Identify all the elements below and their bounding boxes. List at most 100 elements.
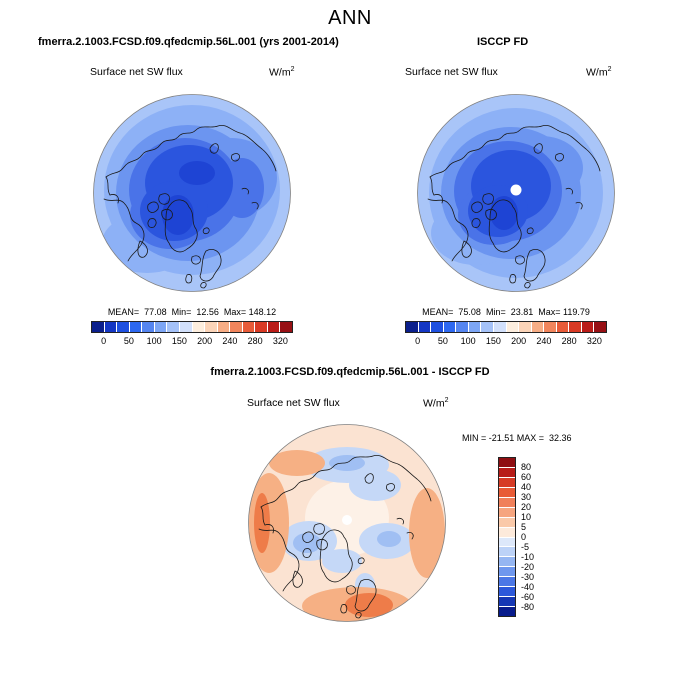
- colorbar-tick-label: 50: [437, 336, 448, 346]
- colorbar-segment: [179, 322, 193, 332]
- diff-field-label: Surface net SW flux: [247, 397, 340, 409]
- figure-title: ANN: [328, 7, 372, 29]
- obs-units-base: W/m: [586, 66, 608, 79]
- colorbar-segment: [506, 322, 520, 332]
- colorbar-segment: [519, 322, 532, 332]
- obs-stats: MEAN= 75.08 Min= 23.81 Max= 119.79: [422, 307, 590, 317]
- colorbar-segment: [499, 587, 515, 598]
- colorbar-segment: [443, 322, 457, 332]
- colorbar-segment: [556, 322, 570, 332]
- obs-units-exp: 2: [607, 66, 612, 73]
- colorbar-segment: [154, 322, 168, 332]
- colorbar-segment: [499, 537, 515, 548]
- colorbar-segment: [129, 322, 143, 332]
- model-field-label: Surface net SW flux: [90, 66, 183, 78]
- pole-data-hole: [342, 515, 352, 525]
- obs-panel-title: ISCCP FD: [477, 36, 529, 48]
- colorbar-tick-label: 320: [272, 336, 288, 346]
- colorbar-tick-label: 320: [586, 336, 602, 346]
- model-panel-title: fmerra.2.1003.FCSD.f09.qfedcmip.56L.001 …: [38, 36, 339, 48]
- coastlines: [103, 124, 277, 289]
- obs-colorbar: 0 50 100 150 200 240 280 320: [405, 321, 607, 346]
- colorbar-segment: [456, 322, 469, 332]
- colorbar-segment: [499, 517, 515, 528]
- colorbar-segment: [499, 547, 515, 558]
- colorbar-segment: [431, 322, 444, 332]
- colorbar-tick-label: 0: [521, 532, 527, 542]
- colorbar-tick-label: 100: [146, 336, 162, 346]
- colorbar-segment: [499, 557, 515, 568]
- colorbar-segment: [594, 322, 606, 332]
- colorbar-tick-label: 240: [222, 336, 238, 346]
- colorbar-segment: [230, 322, 243, 332]
- colorbar-tick-label: 10: [521, 512, 532, 522]
- colorbar-segment: [499, 607, 515, 616]
- colorbar-segment: [104, 322, 118, 332]
- obs-units-label: W/m2: [586, 66, 611, 79]
- colorbar-segment: [569, 322, 582, 332]
- colorbar-tick-label: 150: [485, 336, 501, 346]
- colorbar-segment: [499, 487, 515, 498]
- colorbar-segment: [544, 322, 557, 332]
- colorbar-segment: [92, 322, 105, 332]
- colorbar-tick-label: 0: [101, 336, 107, 346]
- obs-polar-map: [417, 94, 615, 292]
- colorbar-tick-label: 50: [123, 336, 134, 346]
- colorbar-segment: [499, 497, 515, 508]
- diff-polar-map: [248, 424, 446, 622]
- colorbar-segment: [418, 322, 432, 332]
- colorbar-tick-label: 0: [415, 336, 421, 346]
- colorbar-tick-label: 280: [247, 336, 263, 346]
- colorbar-tick-label: -10: [521, 552, 535, 562]
- model-units-base: W/m: [269, 66, 291, 79]
- diff-units-base: W/m: [423, 397, 445, 410]
- colorbar-segment: [406, 322, 419, 332]
- colorbar-segment: [217, 322, 231, 332]
- colorbar-tick-label: -60: [521, 592, 535, 602]
- colorbar-tick-label: 100: [460, 336, 476, 346]
- colorbar-tick-label: 40: [521, 482, 532, 492]
- colorbar-tick-label: 80: [521, 462, 532, 472]
- colorbar-tick-label: -20: [521, 562, 535, 572]
- colorbar-tick-label: 60: [521, 472, 532, 482]
- colorbar-tick-label: -80: [521, 602, 535, 612]
- colorbar-segment: [205, 322, 218, 332]
- model-colorbar: 0 50 100 150 200 240 280 320: [91, 321, 293, 346]
- colorbar-segment: [481, 322, 494, 332]
- colorbar-segment: [117, 322, 130, 332]
- colorbar-segment: [142, 322, 155, 332]
- colorbar-segment: [499, 507, 515, 518]
- colorbar-tick-label: 200: [511, 336, 527, 346]
- colorbar-segment: [255, 322, 268, 332]
- colorbar-tick-label: 280: [561, 336, 577, 346]
- colorbar-tick-label: 30: [521, 492, 532, 502]
- diff-colorbar-segments: [498, 457, 516, 617]
- model-units-label: W/m2: [269, 66, 294, 79]
- colorbar-segment: [499, 567, 515, 578]
- pole-data-hole: [510, 184, 522, 196]
- diff-minmax: MIN = -21.51 MAX = 32.36: [462, 433, 572, 443]
- model-map-contours: [102, 105, 280, 289]
- colorbar-segment: [242, 322, 256, 332]
- colorbar-segment: [499, 527, 515, 538]
- colorbar-tick-label: 150: [171, 336, 187, 346]
- colorbar-tick-label: -40: [521, 582, 535, 592]
- colorbar-segment: [499, 597, 515, 608]
- colorbar-tick-label: 200: [197, 336, 213, 346]
- colorbar-segment: [531, 322, 545, 332]
- colorbar-segment: [267, 322, 281, 332]
- colorbar-segment: [192, 322, 206, 332]
- model-colorbar-segments: [91, 321, 293, 333]
- colorbar-tick-label: -5: [521, 542, 530, 552]
- obs-colorbar-segments: [405, 321, 607, 333]
- colorbar-segment: [493, 322, 507, 332]
- colorbar-segment: [499, 467, 515, 478]
- colorbar-segment: [167, 322, 180, 332]
- colorbar-segment: [468, 322, 482, 332]
- model-polar-map: [93, 94, 291, 292]
- colorbar-segment: [499, 477, 515, 488]
- model-stats: MEAN= 77.08 Min= 12.56 Max= 148.12: [107, 307, 277, 317]
- colorbar-segment: [581, 322, 595, 332]
- obs-map-contours: [427, 108, 603, 289]
- diff-panel-title: fmerra.2.1003.FCSD.f09.qfedcmip.56L.001 …: [210, 366, 490, 378]
